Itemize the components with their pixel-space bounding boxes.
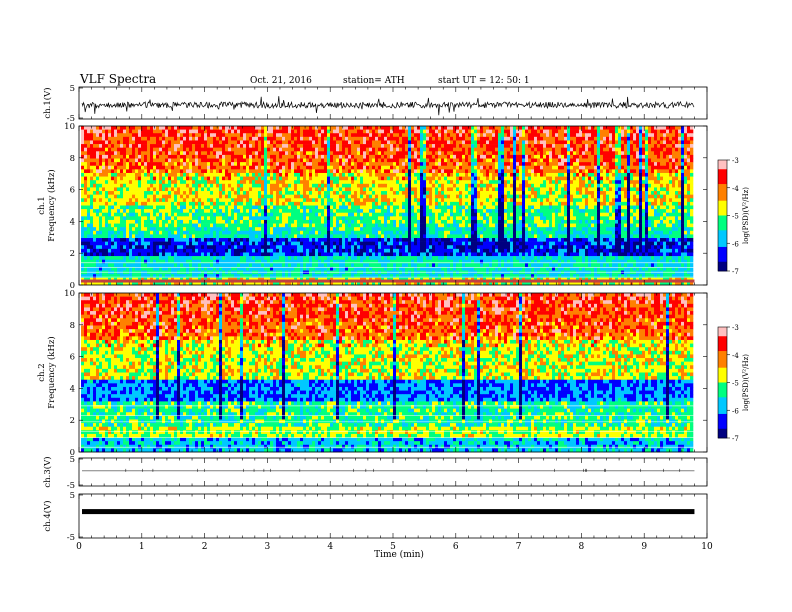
colorbar-tick-label: -6 xyxy=(732,407,739,415)
date-label: Oct. 21, 2016 xyxy=(250,76,312,86)
y-tick-label: 8 xyxy=(70,321,75,331)
y-tick-label: 4 xyxy=(70,384,75,394)
y-tick-label: 10 xyxy=(64,289,75,299)
y-tick-label: 5 xyxy=(70,84,75,94)
colorbar-tick-label: -5 xyxy=(732,380,739,388)
colorbar-tick-label: -3 xyxy=(732,157,739,165)
x-tick-label: 5 xyxy=(390,542,396,552)
colorbar-tick-label: -3 xyxy=(732,324,739,332)
x-tick-label: 10 xyxy=(701,542,713,552)
ch2-spectrogram-panel: 0 2 4 6 8 10 ch.2 Frequency (kHz) xyxy=(37,289,708,458)
x-tick-label: 1 xyxy=(139,542,145,552)
y-tick-label: 5 xyxy=(70,455,75,465)
ch4-waveform-trace xyxy=(82,509,695,515)
y-tick-label: 2 xyxy=(70,249,75,259)
y-axis-label: ch.2 xyxy=(37,363,47,381)
colorbar-tick-label: -6 xyxy=(732,240,739,248)
ch2-colorbar: -3 -4 -5 -6 -7 log(PSD)(V²/Hz) xyxy=(717,324,750,443)
figure-title: VLF Spectra xyxy=(79,72,156,86)
ch3-waveform-panel: 5 -5 ch.3(V) xyxy=(42,455,708,491)
station-label: station= ATH xyxy=(343,76,405,86)
y-axis-label: ch.3(V) xyxy=(42,456,53,487)
y-axis-label: ch.4(V) xyxy=(42,500,53,531)
ch1-colorbar: -3 -4 -5 -6 -7 log(PSD)(V²/Hz) xyxy=(717,157,750,276)
y-tick-label: 6 xyxy=(70,186,75,196)
x-axis-label: Time (min) xyxy=(374,549,424,560)
colorbar-tick-label: -4 xyxy=(732,352,739,360)
x-tick-label: 2 xyxy=(202,542,208,552)
y-tick-label: 10 xyxy=(64,122,75,132)
ch1-waveform-trace xyxy=(81,96,695,116)
ch4-waveform-panel: 5 -5 ch.4(V) xyxy=(42,491,708,543)
x-tick-label: 9 xyxy=(641,542,647,552)
panel-frame xyxy=(78,493,708,539)
y-tick-label: 2 xyxy=(70,416,75,426)
y-axis-label: Frequency (kHz) xyxy=(46,336,57,408)
y-tick-label: -5 xyxy=(67,114,75,124)
y-tick-label: 8 xyxy=(70,154,75,164)
spectrogram-image xyxy=(81,293,695,453)
y-tick-label: 0 xyxy=(70,281,75,291)
colorbar-tick-label: -7 xyxy=(732,435,739,443)
y-tick-label: -5 xyxy=(67,481,75,491)
ch1-spectrogram-panel: 0 2 4 6 8 10 ch.1 Frequency (kHz) xyxy=(37,122,708,291)
colorbar-label: log(PSD)(V²/Hz) xyxy=(742,187,750,244)
spectrogram-image xyxy=(81,126,695,286)
x-tick-label: 3 xyxy=(265,542,271,552)
y-tick-label: 5 xyxy=(70,491,75,501)
y-axis-label: ch.1(V) xyxy=(42,87,53,118)
low-band-line xyxy=(81,279,695,283)
y-tick-label: 0 xyxy=(70,448,75,458)
x-tick-label: 6 xyxy=(453,542,459,552)
colorbar-label: log(PSD)(V²/Hz) xyxy=(742,354,750,411)
time-axis: 0 1 2 3 4 5 6 7 8 9 10 xyxy=(76,542,713,552)
x-tick-label: 8 xyxy=(579,542,585,552)
ch1-waveform-panel: 5 -5 ch.1(V) xyxy=(42,84,708,124)
y-tick-label: -5 xyxy=(67,533,75,543)
x-tick-label: 7 xyxy=(516,542,522,552)
start-time-label: start UT = 12: 50: 1 xyxy=(438,76,530,86)
x-tick-label: 4 xyxy=(327,542,333,552)
colorbar-tick-label: -4 xyxy=(732,185,739,193)
x-tick-label: 0 xyxy=(76,542,82,552)
colorbar-tick-label: -5 xyxy=(732,213,739,221)
y-tick-label: 6 xyxy=(70,353,75,363)
colorbar-tick-label: -7 xyxy=(732,268,739,276)
y-axis-label: Frequency (kHz) xyxy=(46,169,57,241)
y-tick-label: 4 xyxy=(70,217,75,227)
y-axis-label: ch.1 xyxy=(37,196,47,214)
